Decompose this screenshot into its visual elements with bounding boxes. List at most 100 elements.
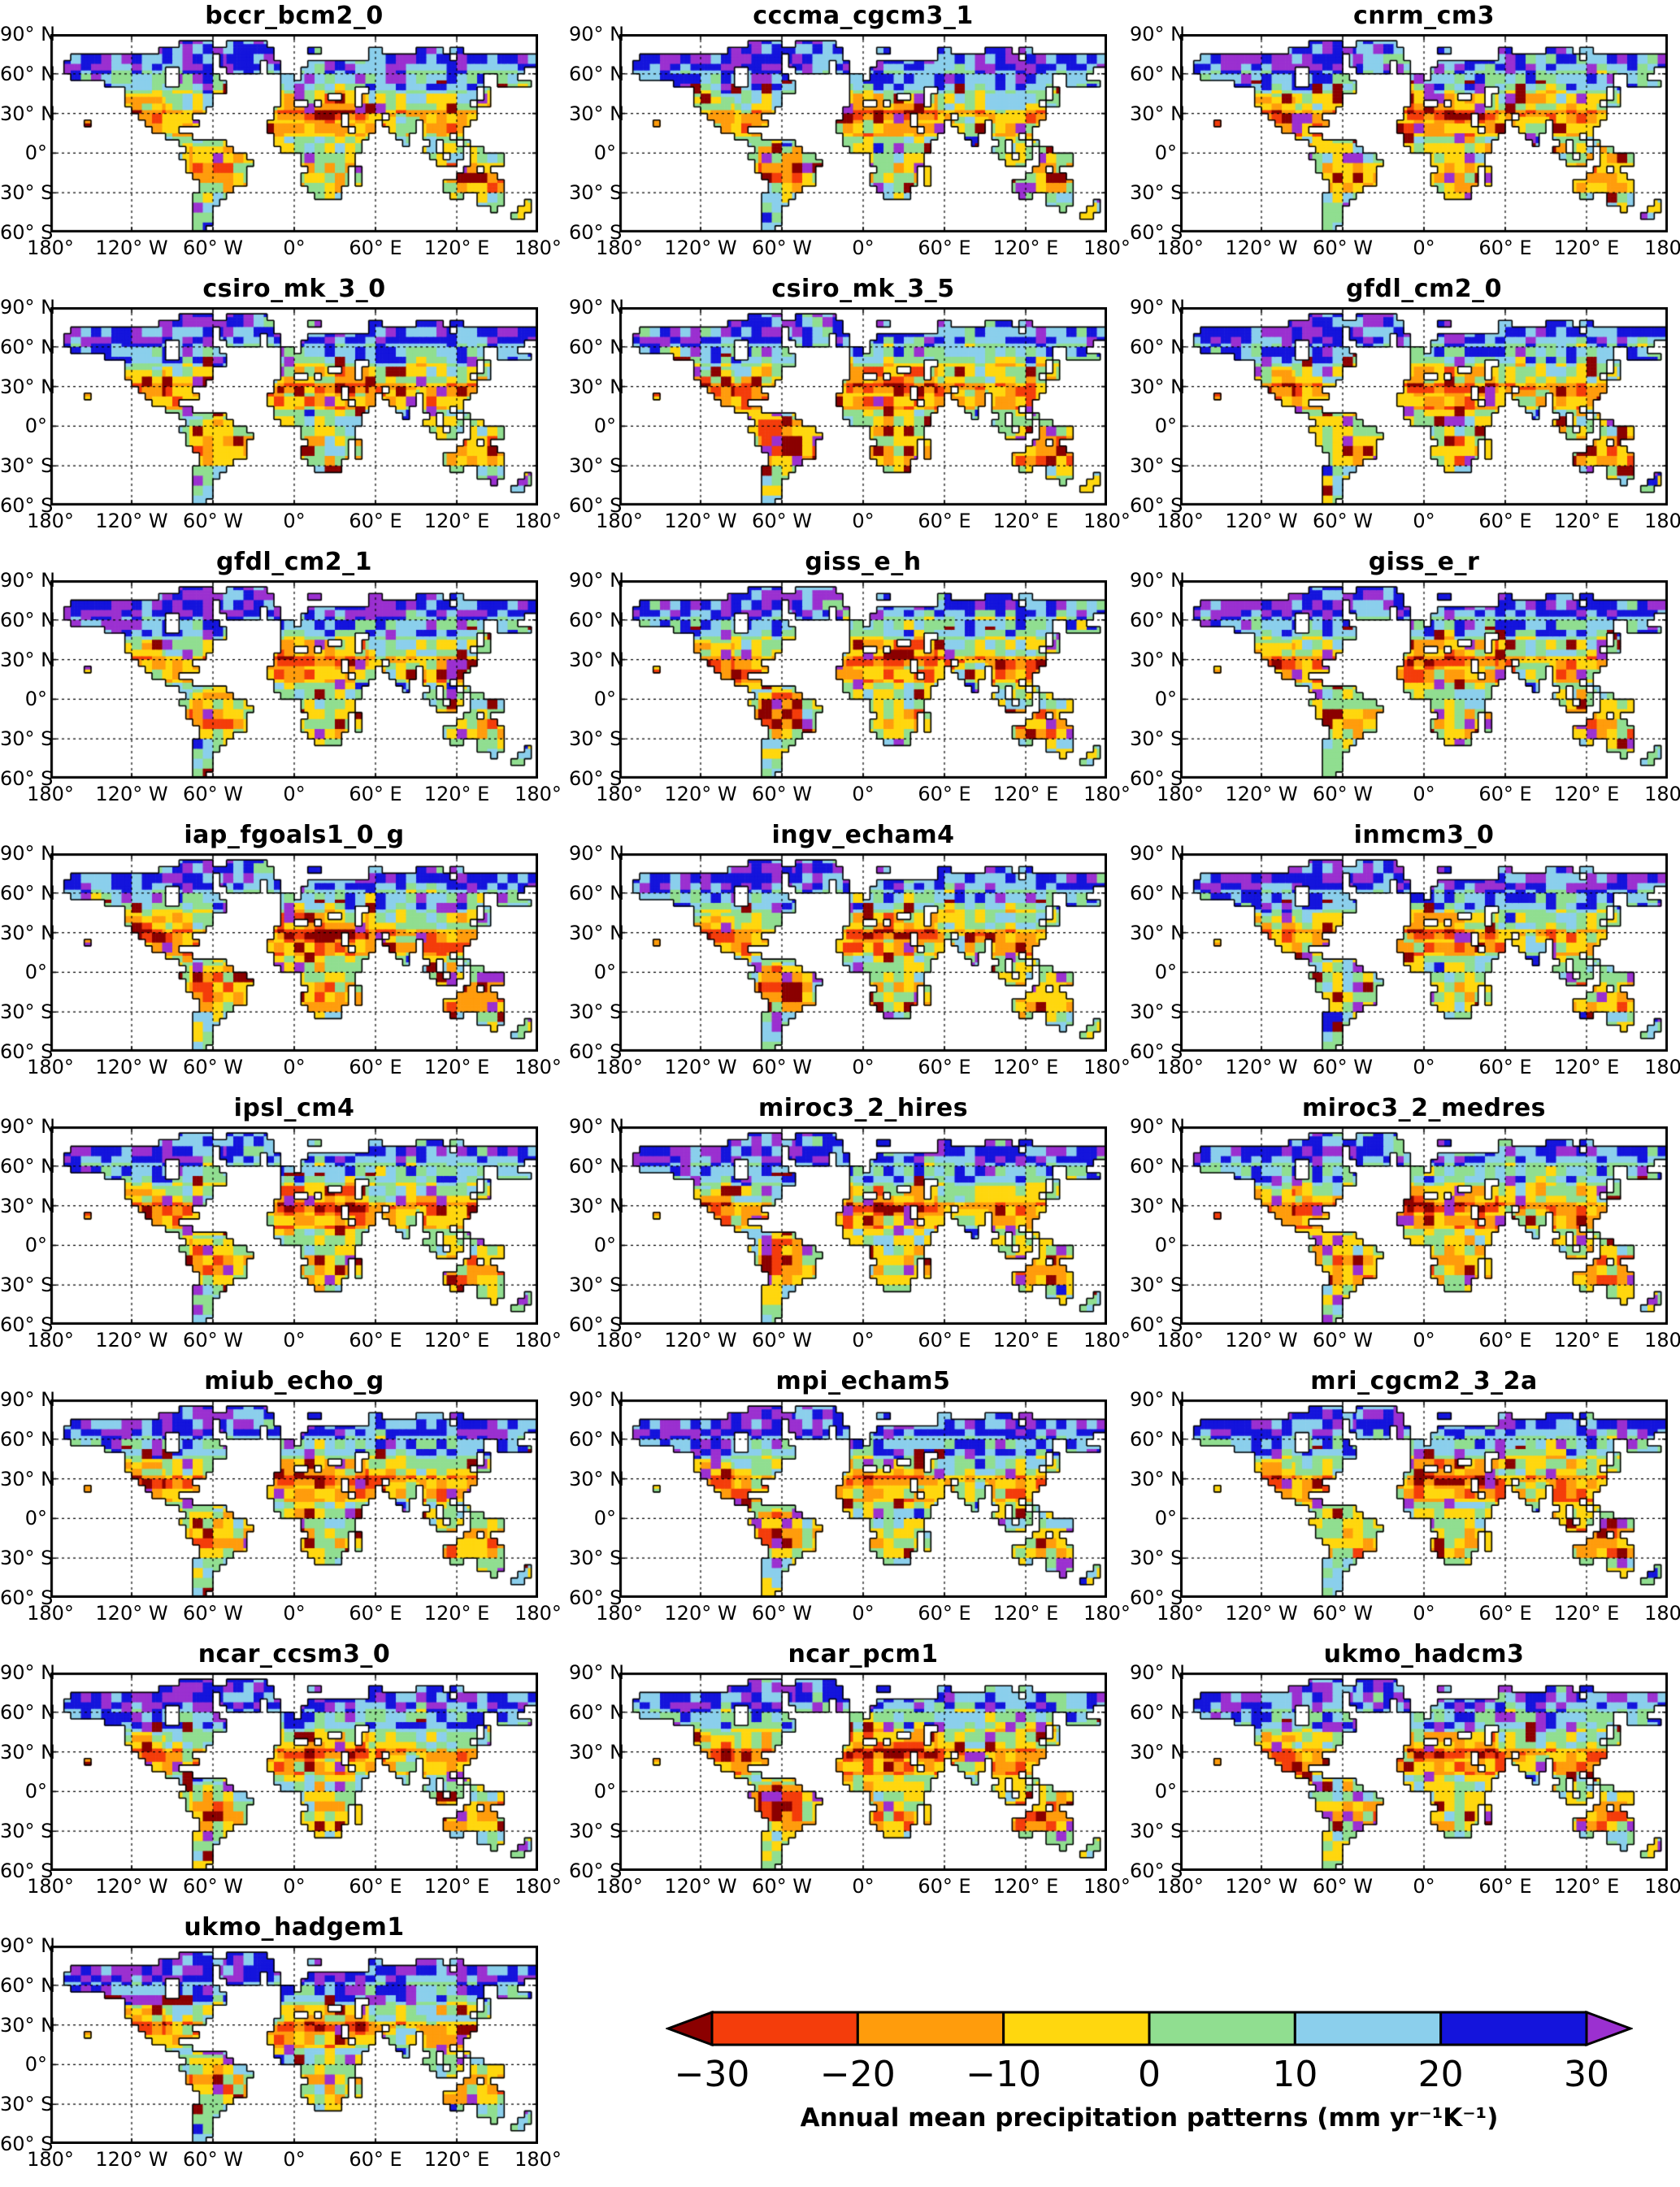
y-tick-label: 60° N — [0, 881, 56, 905]
x-tick-label: 60° W — [752, 236, 812, 259]
model-panel-ncar_pcm1: ncar_pcm1 90° N 60° N 30° N 0° 30° S 60° S 180°… — [569, 1638, 1131, 1911]
y-tick-label: 30° N — [1130, 1740, 1186, 1764]
x-tick-label: 180° — [1644, 1329, 1680, 1352]
x-tick-label: 60° E — [349, 1875, 402, 1898]
x-tick-label: 180° — [596, 1602, 643, 1625]
panel-title: giss_e_h — [805, 548, 922, 576]
y-tick-label: 60° S — [569, 494, 623, 517]
y-tick-label: 90° N — [1130, 842, 1186, 865]
y-tick-label: 30° N — [0, 102, 56, 125]
model-panel-miub_echo_g: miub_echo_g 90° N 60° N 30° N 0° 30° S 60° S 18… — [0, 1365, 562, 1638]
world-map-canvas — [619, 1126, 1107, 1325]
y-tick-label: 60° S — [1130, 1313, 1183, 1336]
map-area: 90° N 60° N 30° N 0° 30° S 60° S 180° 120° W 60°… — [1130, 1389, 1680, 1624]
x-tick-label: 60° E — [349, 783, 402, 805]
y-tick-label: 90° N — [0, 23, 56, 46]
x-tick-label: 60° E — [349, 1056, 402, 1078]
y-tick-label: 60° S — [1130, 1859, 1183, 1882]
x-tick-label: 120° W — [95, 1875, 168, 1898]
x-tick-label: 120° E — [423, 2148, 490, 2171]
x-tick-label: 180° — [1083, 1875, 1131, 1898]
x-tick-label: 0° — [1413, 1329, 1435, 1352]
world-map-canvas — [1180, 307, 1668, 506]
x-tick-label: 60° W — [183, 1329, 243, 1352]
world-map-canvas — [1180, 580, 1668, 779]
y-tick-label: 0° — [24, 1234, 47, 1257]
x-tick-label: 180° — [27, 1056, 74, 1078]
x-tick-label: 120° E — [1553, 236, 1620, 259]
x-tick-label: 120° E — [1553, 1329, 1620, 1352]
x-tick-label: 120° E — [992, 510, 1059, 532]
x-tick-label: 180° — [596, 783, 643, 805]
world-map-canvas — [1180, 853, 1668, 1052]
panel-title: miub_echo_g — [204, 1367, 384, 1395]
x-tick-label: 120° E — [1553, 1602, 1620, 1625]
y-tick-label: 30° N — [0, 1740, 56, 1764]
world-map-canvas — [619, 307, 1107, 506]
x-tick-label: 60° W — [183, 783, 243, 805]
colorbar-tick-row: −30 −20 −10 0 10 20 30 — [666, 2051, 1633, 2097]
model-panel-ipsl_cm4: ipsl_cm4 90° N 60° N 30° N 0° 30° S 60° S 180° 1… — [0, 1092, 562, 1365]
y-tick-label: 60° S — [0, 1586, 54, 1609]
x-tick-label: 180° — [596, 510, 643, 532]
y-tick-label: 30° S — [0, 1547, 54, 1570]
x-tick-label: 180° — [1157, 1329, 1204, 1352]
map-area: 90° N 60° N 30° N 0° 30° S 60° S 180° 120° W 60°… — [0, 297, 562, 532]
x-tick-label: 120° E — [423, 1602, 490, 1625]
y-tick-label: 60° N — [569, 881, 625, 905]
map-area: 90° N 60° N 30° N 0° 30° S 60° S 180° 120° W 60°… — [1130, 297, 1680, 532]
x-tick-label: 60° E — [918, 783, 971, 805]
model-panel-iap_fgoals1_0_g: iap_fgoals1_0_g 90° N 60° N 30° N 0° 30° S 60°… — [0, 819, 562, 1092]
x-tick-label: 120° E — [423, 1329, 490, 1352]
x-tick-label: 0° — [283, 236, 306, 259]
y-tick-label: 30° S — [0, 181, 54, 205]
x-tick-label: 180° — [1157, 236, 1204, 259]
map-area: 90° N 60° N 30° N 0° 30° S 60° S 180° 120° W 60°… — [1130, 24, 1680, 258]
model-panel-gfdl_cm2_1: gfdl_cm2_1 90° N 60° N 30° N 0° 30° S 60° S 180… — [0, 546, 562, 819]
x-tick-label: 180° — [1083, 236, 1131, 259]
y-tick-label: 30° N — [0, 921, 56, 944]
y-tick-label: 60° N — [1130, 881, 1186, 905]
y-tick-label: 90° N — [0, 1388, 56, 1411]
x-tick-label: 180° — [1083, 783, 1131, 805]
world-map-canvas — [50, 1946, 538, 2144]
y-tick-label: 60° S — [569, 767, 623, 790]
x-tick-label: 180° — [1644, 236, 1680, 259]
x-tick-label: 120° E — [423, 236, 490, 259]
y-tick-label: 30° S — [569, 727, 623, 751]
map-area: 90° N 60° N 30° N 0° 30° S 60° S 180° 120° W 60°… — [569, 843, 1131, 1078]
y-tick-label: 90° N — [0, 1115, 56, 1138]
y-tick-label: 60° S — [569, 1859, 623, 1882]
x-tick-label: 120° W — [95, 2148, 168, 2171]
colorbar-bar — [664, 2009, 1634, 2051]
y-tick-label: 60° S — [1130, 1040, 1183, 1063]
y-tick-label: 60° N — [569, 608, 625, 631]
map-area: 90° N 60° N 30° N 0° 30° S 60° S 180° 120° W 60°… — [0, 1389, 562, 1624]
x-tick-label: 120° W — [95, 510, 168, 532]
x-tick-label: 180° — [514, 236, 562, 259]
x-tick-label: 120° W — [95, 1602, 168, 1625]
x-tick-label: 180° — [1644, 783, 1680, 805]
colorbar-tick-label: −10 — [966, 2054, 1042, 2095]
x-tick-label: 0° — [852, 510, 875, 532]
colorbar-band — [1439, 2011, 1588, 2046]
y-tick-label: 60° N — [1130, 1700, 1186, 1724]
y-tick-label: 30° S — [0, 1000, 54, 1024]
panel-title: miroc3_2_medres — [1301, 1094, 1547, 1122]
model-panel-giss_e_r: giss_e_r 90° N 60° N 30° N 0° 30° S 60° S 180° 1… — [1130, 546, 1680, 819]
panel-title: ukmo_hadgem1 — [184, 1913, 405, 1942]
x-tick-label: 120° W — [95, 1056, 168, 1078]
x-tick-label: 120° W — [1225, 1875, 1298, 1898]
x-tick-label: 60° W — [183, 1875, 243, 1898]
y-tick-label: 0° — [1154, 1234, 1177, 1257]
y-tick-label: 60° S — [569, 1313, 623, 1336]
y-tick-label: 90° N — [1130, 296, 1186, 319]
y-tick-label: 90° N — [569, 296, 625, 319]
y-tick-label: 30° N — [569, 102, 625, 125]
x-tick-label: 60° W — [183, 236, 243, 259]
x-tick-label: 120° E — [1553, 783, 1620, 805]
x-tick-label: 0° — [852, 1602, 875, 1625]
